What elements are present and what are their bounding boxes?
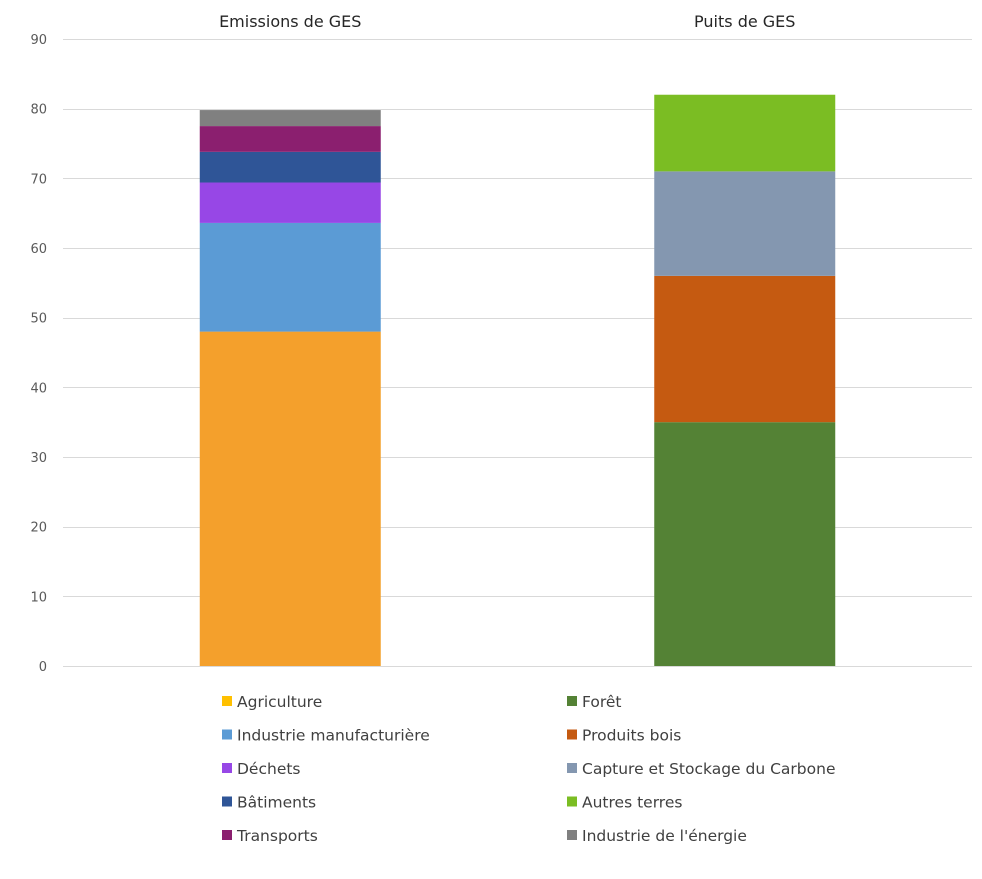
y-tick-label-10: 10 [30, 590, 47, 605]
legend-label-autres-terres: Autres terres [582, 794, 682, 812]
legend-label-transports: Transports [236, 827, 318, 845]
legend-swatch-transports [222, 830, 232, 840]
bar-segment-puits-de-ges-produits-bois [654, 275, 836, 423]
category-label-puits-de-ges: Puits de GES [694, 12, 795, 31]
legend-label-dechets: Déchets [237, 760, 301, 778]
gridlines [63, 39, 972, 667]
legend-swatch-foret [567, 696, 577, 706]
y-tick-label-70: 70 [30, 172, 47, 187]
y-tick-label-0: 0 [39, 660, 47, 675]
bar-segment-emissions-de-ges-industrie-manufacturiere [199, 222, 381, 332]
legend-item-transports: Transports [222, 827, 318, 845]
bar-segment-puits-de-ges-autres-terres [654, 94, 836, 172]
bars [199, 94, 836, 666]
legend-swatch-industrie-manufacturiere [222, 729, 232, 740]
y-tick-label-60: 60 [30, 242, 47, 257]
legend-label-industrie-manufacturiere: Industrie manufacturière [237, 727, 430, 745]
legend-item-foret: Forêt [567, 693, 622, 711]
legend-item-industrie-de-l-energie: Industrie de l'énergie [567, 827, 747, 845]
legend-swatch-industrie-de-l-energie [567, 830, 577, 840]
legend-item-produits-bois: Produits bois [567, 727, 681, 745]
bar-segment-emissions-de-ges-dechets [199, 182, 381, 223]
bar-segment-emissions-de-ges-industrie-de-l-energie [199, 110, 381, 127]
legend-item-capture-et-stockage-du-carbone: Capture et Stockage du Carbone [567, 760, 836, 778]
y-tick-label-20: 20 [30, 521, 47, 536]
y-tick-label-40: 40 [30, 381, 47, 396]
category-label-emissions-de-ges: Emissions de GES [219, 12, 361, 31]
legend-swatch-autres-terres [567, 796, 577, 807]
legend-swatch-batiments [222, 796, 232, 807]
y-tick-label-50: 50 [30, 312, 47, 327]
legend-swatch-capture-et-stockage-du-carbone [567, 763, 577, 773]
legend-label-batiments: Bâtiments [237, 794, 316, 812]
y-tick-label-90: 90 [30, 33, 47, 48]
legend-item-autres-terres: Autres terres [567, 794, 682, 812]
legend-item-agriculture: Agriculture [222, 693, 322, 711]
legend-label-capture-et-stockage-du-carbone: Capture et Stockage du Carbone [582, 760, 836, 778]
legend-swatch-agriculture [222, 696, 232, 706]
legend: Agriculture Forêt Industrie manufacturière… [222, 693, 836, 845]
legend-swatch-dechets [222, 763, 232, 773]
bar-segment-puits-de-ges-capture-et-stockage-du-carbone [654, 171, 836, 276]
legend-label-foret: Forêt [582, 693, 622, 711]
legend-label-agriculture: Agriculture [237, 693, 322, 711]
legend-item-industrie-manufacturiere: Industrie manufacturière [222, 727, 430, 745]
y-tick-label-30: 30 [30, 451, 47, 466]
legend-item-batiments: Bâtiments [222, 794, 316, 812]
legend-label-produits-bois: Produits bois [582, 727, 681, 745]
bar-segment-puits-de-ges-foret [654, 422, 836, 666]
y-axis-tick-labels: 0 10 20 30 40 50 60 70 80 90 [30, 33, 47, 675]
bar-segment-emissions-de-ges-batiments [199, 151, 381, 183]
legend-item-dechets: Déchets [222, 760, 301, 778]
category-labels: Emissions de GES Puits de GES [219, 12, 795, 31]
bar-segment-emissions-de-ges-transports [199, 126, 381, 152]
bar-segment-emissions-de-ges-agriculture [199, 331, 381, 666]
legend-swatch-produits-bois [567, 729, 577, 740]
y-tick-label-80: 80 [30, 103, 47, 118]
legend-label-industrie-de-l-energie: Industrie de l'énergie [582, 827, 747, 845]
